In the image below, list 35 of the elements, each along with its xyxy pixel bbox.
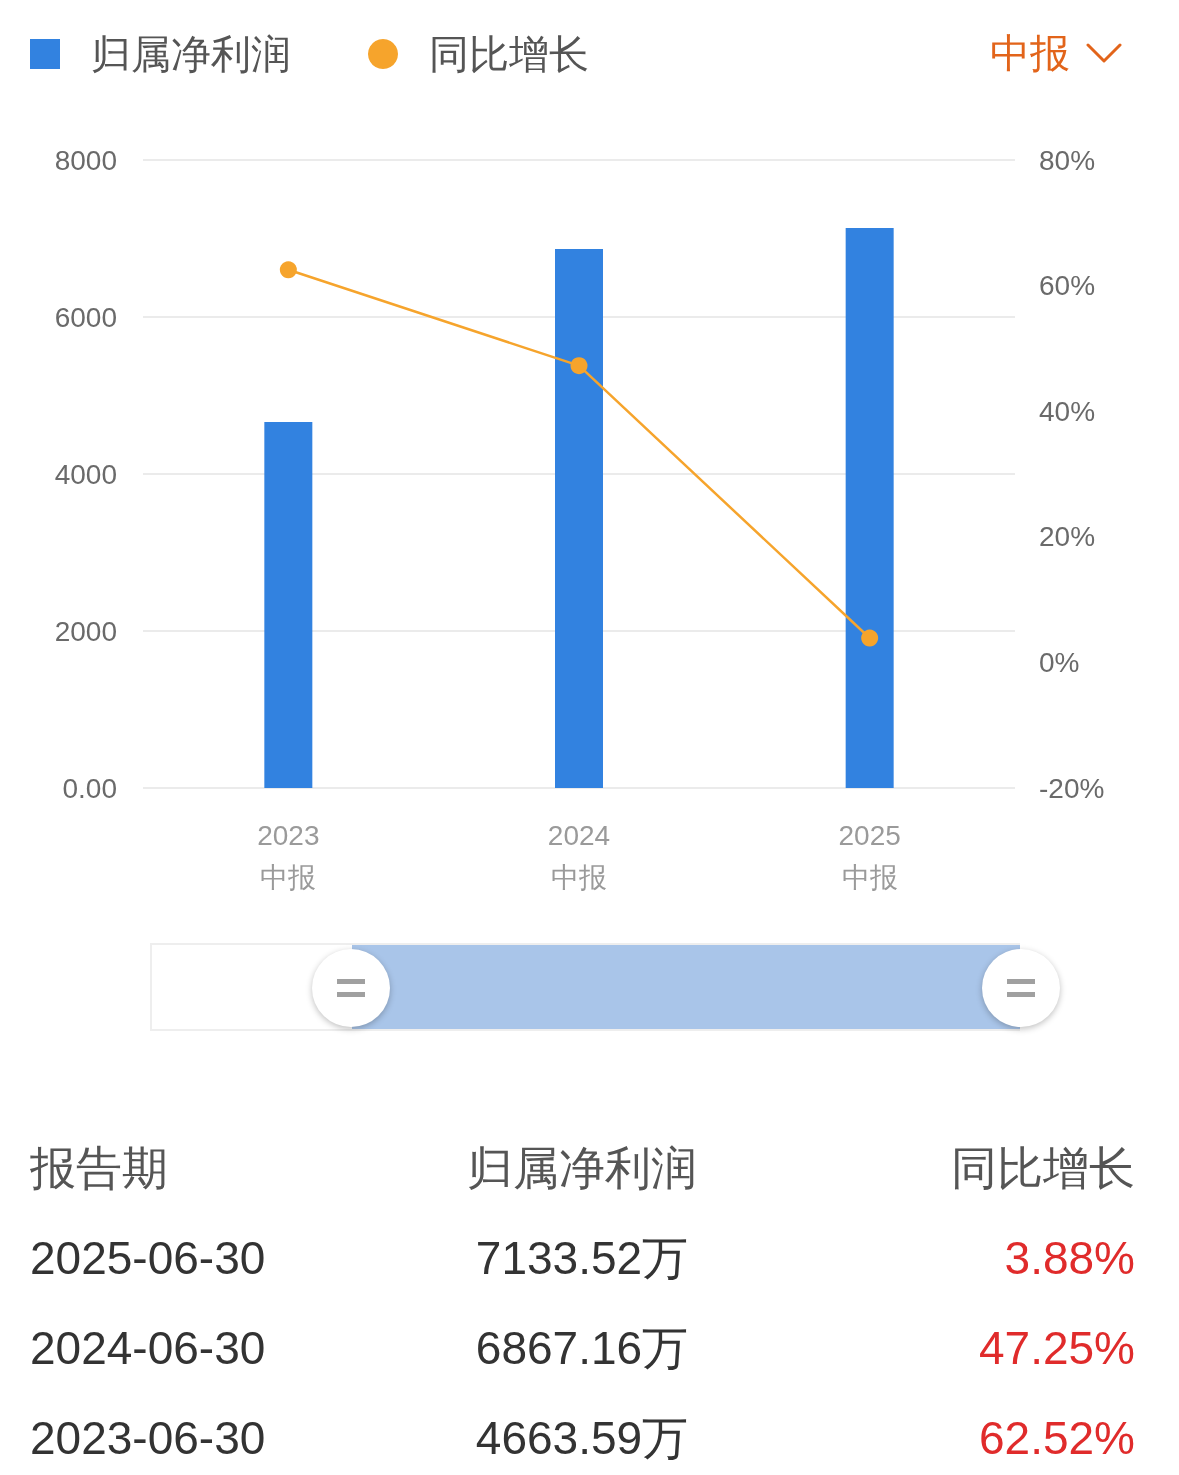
point	[570, 357, 588, 375]
text: 62.52%	[978, 1411, 1135, 1466]
y2-tick-label: -20%	[1039, 772, 1105, 804]
text: 归属净利润	[466, 1141, 698, 1196]
text: 2025-06-30	[30, 1231, 266, 1286]
point	[279, 261, 297, 279]
y-tick-label: 2000	[54, 615, 117, 647]
text: 7133.52万	[474, 1231, 690, 1286]
text: 2023-06-30	[30, 1411, 266, 1466]
bar	[264, 421, 313, 788]
bar	[845, 228, 894, 788]
text: 2024-06-30	[30, 1321, 266, 1376]
legend-label: 归属净利润	[91, 32, 291, 76]
y-tick-label: 0.00	[62, 772, 117, 804]
y-tick-label: 6000	[54, 301, 117, 333]
bar	[555, 248, 603, 788]
text: 中报	[990, 30, 1070, 77]
text: 3.88%	[1004, 1231, 1135, 1286]
text: 6867.16万	[474, 1321, 690, 1376]
x-tick-label: 2025 中报	[838, 819, 901, 893]
y-tick-label: 4000	[54, 458, 117, 490]
x-tick-label: 2023 中报	[257, 819, 320, 893]
y2-tick-label: 0%	[1039, 646, 1080, 678]
text: 同比增长	[951, 1141, 1135, 1196]
text: 47.25%	[978, 1321, 1135, 1376]
y2-tick-label: 40%	[1039, 395, 1096, 427]
y2-tick-label: 60%	[1039, 270, 1096, 302]
y-tick-label: 8000	[54, 144, 117, 176]
legend-label: 同比增长	[429, 32, 589, 76]
point	[861, 629, 879, 647]
y2-tick-label: 20%	[1039, 521, 1096, 553]
text: 报告期	[30, 1141, 168, 1196]
y2-tick-label: 80%	[1039, 144, 1096, 176]
x-tick-label: 2024 中报	[547, 819, 611, 893]
text: 4663.59万	[474, 1411, 690, 1466]
